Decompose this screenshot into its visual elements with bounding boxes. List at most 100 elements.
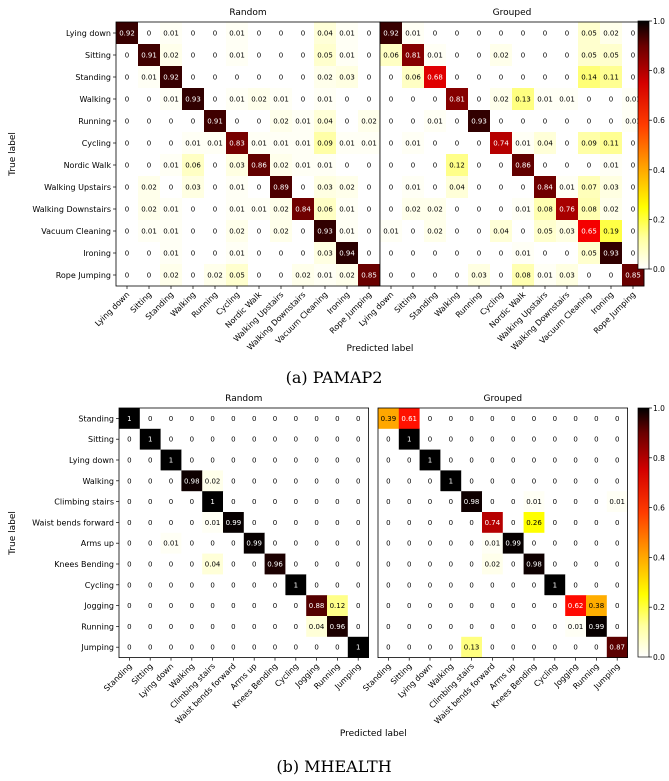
cell-value: 0 xyxy=(490,602,494,610)
cell-value: 0 xyxy=(521,52,525,60)
heatmap-cell xyxy=(248,176,271,199)
cell-value: 0 xyxy=(553,477,557,485)
heatmap-cell xyxy=(606,512,628,534)
cell-value: 0 xyxy=(411,228,415,236)
heatmap-cell xyxy=(327,574,349,596)
heatmap-cell xyxy=(264,470,286,492)
y-tick-label: Sitting xyxy=(88,435,114,444)
heatmap-cell xyxy=(419,553,441,575)
heatmap-cell xyxy=(314,154,337,177)
cell-value: 0 xyxy=(252,477,256,485)
cell-value: 0 xyxy=(553,644,557,652)
heatmap-cell xyxy=(446,220,469,243)
cell-value: 0.04 xyxy=(205,561,221,569)
colorbar-tick-label: 0.8 xyxy=(653,67,665,76)
cell-value: 0 xyxy=(449,519,453,527)
heatmap-cell xyxy=(606,595,628,617)
heatmap-cell xyxy=(204,264,227,287)
cell-value: 0 xyxy=(314,498,318,506)
cell-value: 0 xyxy=(335,498,339,506)
heatmap-cell xyxy=(327,553,349,575)
cell-value: 0.02 xyxy=(427,206,443,214)
heatmap-cell xyxy=(512,44,535,67)
cell-value: 0.04 xyxy=(537,140,553,148)
cell-value: 0 xyxy=(407,581,411,589)
heatmap-cell xyxy=(556,132,579,155)
heatmap-cell xyxy=(461,449,483,471)
cell-value: 0.01 xyxy=(251,206,267,214)
heatmap-cell xyxy=(606,574,628,596)
cell-value: 0 xyxy=(301,250,305,258)
heatmap-cell xyxy=(119,449,141,471)
heatmap-cell xyxy=(380,198,403,221)
heatmap-cell xyxy=(327,512,349,534)
cell-value: 0 xyxy=(428,581,432,589)
heatmap-cell xyxy=(204,44,227,67)
heatmap-cell xyxy=(204,242,227,265)
cell-value: 0 xyxy=(169,184,173,192)
heatmap-cell xyxy=(181,470,203,492)
panel-title: Grouped xyxy=(483,394,522,404)
cell-value: 0 xyxy=(127,477,131,485)
heatmap-cell xyxy=(314,66,337,89)
x-axis-label: Predicted label xyxy=(340,729,407,739)
cell-value: 0 xyxy=(411,96,415,104)
heatmap-cell xyxy=(138,220,161,243)
cell-value: 0 xyxy=(553,540,557,548)
cell-value: 0 xyxy=(257,52,261,60)
cell-value: 0 xyxy=(615,623,619,631)
cell-value: 0 xyxy=(294,457,298,465)
heatmap-cell xyxy=(586,449,608,471)
heatmap-cell xyxy=(226,176,249,199)
cell-value: 0 xyxy=(543,74,547,82)
heatmap-cell xyxy=(378,574,400,596)
heatmap-cell xyxy=(138,198,161,221)
cell-value: 0.81 xyxy=(405,52,421,60)
heatmap-cell xyxy=(606,532,628,554)
cell-value: 0.04 xyxy=(449,184,465,192)
cell-value: 0 xyxy=(490,623,494,631)
heatmap-cell xyxy=(138,132,161,155)
cell-value: 0 xyxy=(477,52,481,60)
cell-value: 0 xyxy=(273,477,277,485)
heatmap-cell xyxy=(336,110,359,133)
heatmap-cell xyxy=(160,532,182,554)
y-tick-label: Cycling xyxy=(85,581,114,590)
cell-value: 0.06 xyxy=(317,206,333,214)
heatmap-cell xyxy=(182,242,205,265)
heatmap-cell xyxy=(468,110,491,133)
heatmap-cell xyxy=(116,132,139,155)
heatmap-cell xyxy=(490,132,513,155)
cell-value: 0 xyxy=(386,644,390,652)
heatmap-cell xyxy=(226,66,249,89)
cell-value: 0 xyxy=(294,477,298,485)
cell-value: 0 xyxy=(301,52,305,60)
cell-value: 0.01 xyxy=(229,250,245,258)
heatmap-cell xyxy=(380,44,403,67)
heatmap-cell xyxy=(446,22,469,45)
cell-value: 0 xyxy=(231,498,235,506)
heatmap-cell xyxy=(512,132,535,155)
cell-value: 0.01 xyxy=(251,140,267,148)
heatmap-cell xyxy=(398,595,420,617)
cell-value: 0.05 xyxy=(581,30,597,38)
heatmap-cell xyxy=(578,154,601,177)
heatmap-cell xyxy=(347,532,369,554)
heatmap-cell xyxy=(160,574,182,596)
cell-value: 0 xyxy=(127,644,131,652)
heatmap-cell xyxy=(482,428,504,450)
cell-value: 0 xyxy=(125,74,129,82)
cell-value: 0 xyxy=(389,140,393,148)
cell-value: 0 xyxy=(127,436,131,444)
y-tick-label: Cycling xyxy=(82,139,111,148)
cell-value: 0 xyxy=(490,477,494,485)
cell-value: 0.92 xyxy=(119,30,135,38)
heatmap-cell xyxy=(468,242,491,265)
cell-value: 0 xyxy=(127,457,131,465)
heatmap-cell xyxy=(223,449,245,471)
heatmap-cell xyxy=(544,574,566,596)
cell-value: 0 xyxy=(511,477,515,485)
heatmap-cell xyxy=(202,512,224,534)
heatmap-cell xyxy=(248,220,271,243)
heatmap-cell xyxy=(440,553,462,575)
